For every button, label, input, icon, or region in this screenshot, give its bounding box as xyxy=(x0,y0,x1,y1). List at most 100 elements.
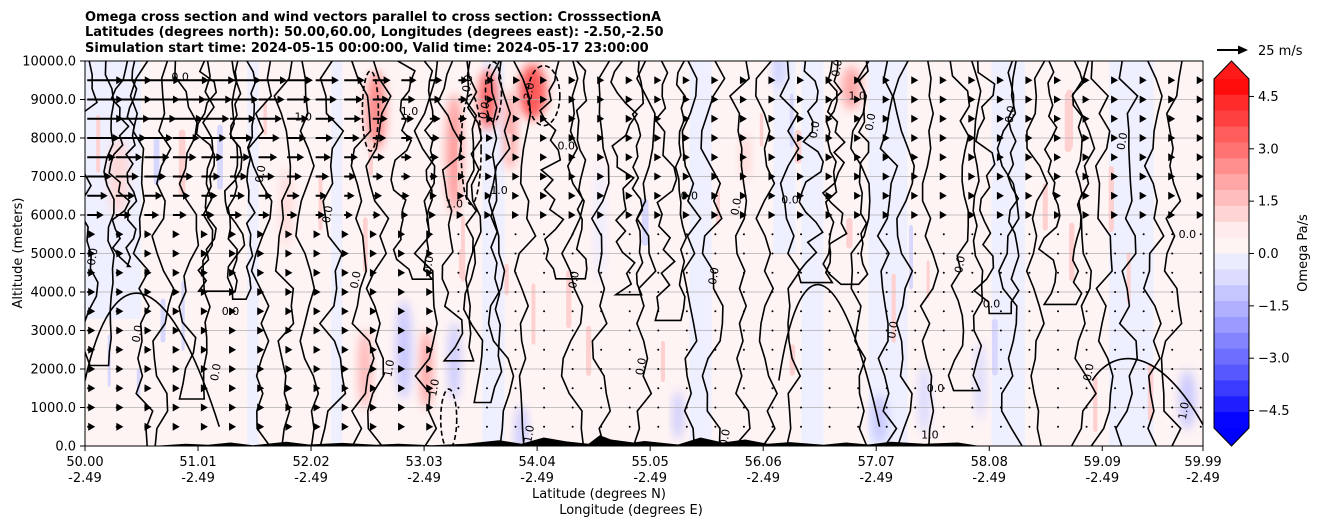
wind-vector-head xyxy=(1025,76,1033,85)
wind-vector xyxy=(200,326,208,335)
wind-vector-head xyxy=(739,191,747,200)
wind-vector xyxy=(1168,95,1176,104)
wind-vector xyxy=(996,76,1004,85)
wind-vector xyxy=(200,403,208,412)
wind-vector-head xyxy=(144,249,152,258)
wind-vector xyxy=(313,288,321,296)
x-tick-label-latitude: 57.07 xyxy=(858,455,895,470)
wind-vector xyxy=(341,268,349,277)
wind-vector-dot xyxy=(457,271,460,274)
wind-vector-dot xyxy=(457,291,460,293)
wind-vector-head xyxy=(88,230,96,239)
colorbar: 4.5 3.0 1.5 0.0 −1.5 −3.0 −4.5 xyxy=(1213,60,1290,447)
wind-vector-head xyxy=(1139,211,1147,219)
wind-vector-head xyxy=(235,211,243,219)
wind-vector xyxy=(229,307,237,316)
colorbar-segment xyxy=(1214,301,1249,318)
contour-label: 0.0 xyxy=(85,247,101,266)
wind-vector-head xyxy=(369,230,377,239)
wind-vector xyxy=(115,191,136,200)
wind-vector xyxy=(315,191,328,200)
wind-vector xyxy=(369,230,377,239)
wind-vector-head xyxy=(911,95,919,104)
contour-line xyxy=(996,61,1023,446)
contour-label: 0.0 xyxy=(706,266,722,285)
wind-vector-head xyxy=(108,153,116,162)
wind-vector-dot xyxy=(971,291,974,293)
x-tick-label-longitude: -2.49 xyxy=(633,471,667,486)
wind-vector xyxy=(229,345,237,354)
wind-vector-dot xyxy=(571,406,574,409)
wind-vector-head xyxy=(257,365,265,373)
wind-vector-head xyxy=(243,153,251,162)
wind-vector-head xyxy=(682,95,690,104)
wind-vector-head xyxy=(172,230,180,239)
wind-vector xyxy=(682,95,690,104)
wind-vector-head xyxy=(369,403,377,412)
wind-vector-dot xyxy=(1171,252,1174,255)
wind-vector xyxy=(429,153,439,162)
wind-vector-head xyxy=(376,172,384,181)
wind-vector xyxy=(287,76,313,85)
wind-vector xyxy=(257,422,265,431)
wind-vector-head xyxy=(200,268,208,277)
wind-vector xyxy=(797,153,805,162)
wind-vector xyxy=(313,249,321,258)
wind-vector-head xyxy=(313,249,321,258)
wind-vector xyxy=(1054,191,1062,200)
wind-vector-head xyxy=(739,76,747,85)
wind-vector-head xyxy=(172,365,180,373)
wind-vector-dot xyxy=(457,329,460,332)
wind-vector xyxy=(341,345,349,354)
wind-vector-dot xyxy=(1057,310,1060,313)
omega-streak xyxy=(457,139,463,196)
wind-vector-dot xyxy=(485,252,488,255)
wind-vector-dot xyxy=(1171,329,1174,332)
wind-vector-head xyxy=(797,76,805,85)
wind-vector-head xyxy=(768,191,776,200)
wind-vector xyxy=(996,114,1004,123)
wind-vector xyxy=(512,172,520,181)
wind-vector-dot xyxy=(857,291,860,293)
wind-vector-head xyxy=(625,211,633,219)
wind-vector xyxy=(854,191,862,200)
wind-vector xyxy=(825,153,833,162)
wind-vector-dot xyxy=(828,310,831,313)
x-tick-label-longitude: -2.49 xyxy=(520,471,554,486)
wind-vector xyxy=(939,114,947,123)
wind-vector-head xyxy=(398,422,406,431)
wind-vector xyxy=(369,268,377,277)
wind-vector-dot xyxy=(1114,329,1117,332)
wind-vector-dot xyxy=(543,387,546,390)
wind-vector-dot xyxy=(571,329,574,332)
wind-vector-dot xyxy=(742,329,745,332)
wind-vector-head xyxy=(285,326,293,335)
wind-vector-head xyxy=(116,422,124,431)
wind-vector xyxy=(144,345,152,354)
contour-line xyxy=(85,292,221,427)
wind-vector-dot xyxy=(971,368,974,370)
wind-vector xyxy=(172,326,180,335)
wind-vector xyxy=(654,153,662,162)
wind-vector xyxy=(825,172,833,181)
wind-vector xyxy=(568,76,576,85)
wind-vector-dot xyxy=(885,291,888,293)
wind-vector-head xyxy=(1139,76,1147,85)
wind-vector xyxy=(426,384,434,393)
wind-vector-dot xyxy=(685,329,688,332)
wind-vector-dot xyxy=(800,387,803,390)
wind-vector-dot xyxy=(999,329,1002,332)
contour-line xyxy=(273,61,295,446)
wind-vector-dot xyxy=(1171,348,1174,351)
wind-vector-head xyxy=(911,114,919,123)
wind-vector-head xyxy=(299,134,307,142)
wind-vector-head xyxy=(285,345,293,354)
wind-vector xyxy=(398,230,406,239)
wind-vector xyxy=(1025,211,1033,219)
wind-vector xyxy=(115,249,124,258)
wind-vector-head xyxy=(825,153,833,162)
wind-vector xyxy=(285,268,293,277)
wind-vector-head xyxy=(216,153,224,162)
wind-vector xyxy=(398,307,406,316)
wind-vector xyxy=(1139,76,1147,85)
